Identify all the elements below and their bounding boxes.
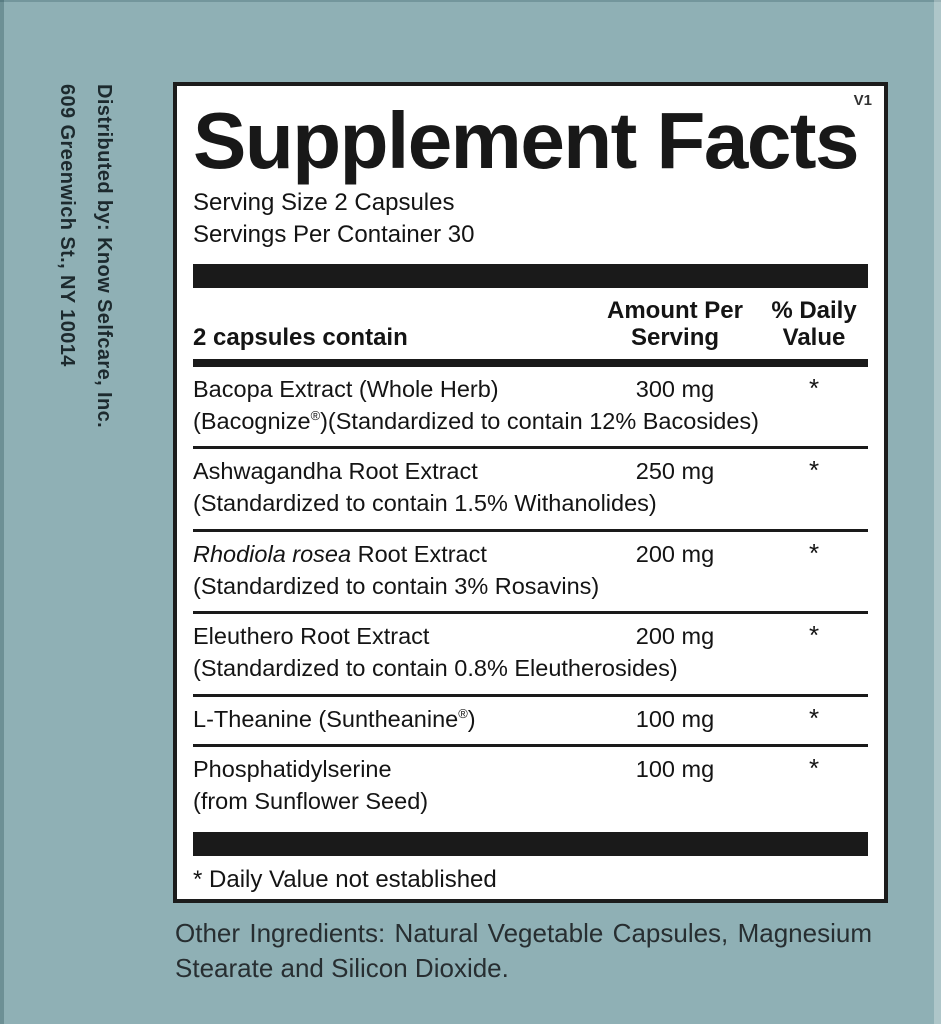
other-ingredients: Other Ingredients: Natural Vegetable Cap…	[175, 918, 872, 983]
ingredient-name: Phosphatidylserine	[193, 755, 392, 782]
column-daily-value: % Daily Value	[760, 296, 868, 352]
ingredient-row: Rhodiola rosea Root Extract 200 mg * (St…	[193, 532, 868, 615]
ingredient-sub: (Standardized to contain 3% Rosavins)	[193, 572, 600, 599]
distributor-line2: 609 Greenwich St., NY 10014	[56, 84, 78, 367]
column-amount-line1: Amount Per	[606, 296, 743, 324]
ingredient-name: Rhodiola rosea Root Extract	[193, 540, 487, 567]
ingredient-row: Phosphatidylserine 100 mg * (from Sunflo…	[193, 747, 868, 827]
distributor-line1: Distributed by: Know Selfcare, Inc.	[93, 84, 115, 429]
ingredient-sub: (from Sunflower Seed)	[193, 788, 429, 815]
ingredient-amount: 200 mg	[635, 623, 715, 650]
distributor-address: Distributed by: Know Selfcare, Inc. 609 …	[48, 84, 122, 428]
supplement-facts-panel: V1 Supplement Facts Serving Size 2 Capsu…	[173, 82, 888, 903]
ingredient-row-main: Eleuthero Root Extract 200 mg *	[193, 621, 868, 652]
ingredient-amount: 250 mg	[635, 458, 715, 485]
version-label: V1	[853, 92, 872, 109]
ingredient-amount: 100 mg	[635, 705, 715, 732]
serving-info: Serving Size 2 Capsules Servings Per Con…	[193, 187, 868, 252]
separator-bar-header	[193, 358, 868, 367]
ingredient-row-main: Ashwagandha Root Extract 250 mg *	[193, 456, 868, 487]
ingredient-row: Bacopa Extract (Whole Herb) 300 mg * (Ba…	[193, 367, 868, 450]
ingredient-daily-value: *	[808, 455, 820, 486]
ingredient-row-main: Rhodiola rosea Root Extract 200 mg *	[193, 537, 868, 570]
ingredient-name: Eleuthero Root Extract	[193, 623, 430, 650]
ingredient-daily-value: *	[808, 372, 820, 403]
ingredient-amount: 300 mg	[635, 375, 715, 402]
ingredient-daily-value: *	[808, 702, 820, 733]
column-amount: Amount Per Serving	[590, 296, 760, 352]
table-header: 2 capsules contain Amount Per Serving % …	[193, 288, 868, 359]
serving-size: Serving Size 2 Capsules	[193, 189, 455, 216]
ingredient-amount: 200 mg	[635, 540, 715, 567]
ingredient-name: Ashwagandha Root Extract	[193, 458, 478, 485]
ingredient-row: Ashwagandha Root Extract 250 mg * (Stand…	[193, 449, 868, 532]
panel-title: Supplement Facts	[193, 96, 860, 185]
ingredient-daily-value: *	[808, 620, 820, 651]
ingredient-row-main: Bacopa Extract (Whole Herb) 300 mg *	[193, 372, 868, 405]
right-edge-shade	[934, 0, 941, 1024]
separator-bar-top	[193, 263, 868, 288]
ingredient-row: Eleuthero Root Extract 200 mg * (Standar…	[193, 614, 868, 697]
ingredient-row: L-Theanine (Suntheanine®) 100 mg *	[193, 697, 868, 747]
ingredient-daily-value: *	[808, 537, 820, 568]
ingredient-sub: (Standardized to contain 1.5% Withanolid…	[193, 490, 657, 517]
column-amount-line2: Serving	[630, 323, 720, 351]
ingredient-amount: 100 mg	[635, 755, 715, 782]
separator-bar-bottom	[193, 832, 868, 857]
column-dv-line2: Value	[782, 323, 846, 351]
ingredient-sub: (Bacognize®)(Standardized to contain 12%…	[193, 407, 760, 434]
ingredient-row-main: L-Theanine (Suntheanine®) 100 mg *	[193, 702, 868, 735]
column-dv-line1: % Daily	[771, 296, 857, 324]
ingredient-name: Bacopa Extract (Whole Herb)	[193, 375, 499, 402]
ingredient-rows: Bacopa Extract (Whole Herb) 300 mg * (Ba…	[193, 367, 868, 827]
left-edge-shade	[0, 0, 4, 1024]
servings-per-container: Servings Per Container 30	[193, 221, 475, 249]
ingredient-name: L-Theanine (Suntheanine®)	[193, 705, 476, 732]
ingredient-daily-value: *	[808, 752, 820, 783]
top-edge-shade	[0, 0, 941, 2]
column-ingredient: 2 capsules contain	[193, 323, 408, 351]
ingredient-sub: (Standardized to contain 0.8% Eleutheros…	[193, 655, 678, 682]
ingredient-row-main: Phosphatidylserine 100 mg *	[193, 754, 868, 785]
daily-value-footnote: * Daily Value not established	[193, 866, 497, 894]
